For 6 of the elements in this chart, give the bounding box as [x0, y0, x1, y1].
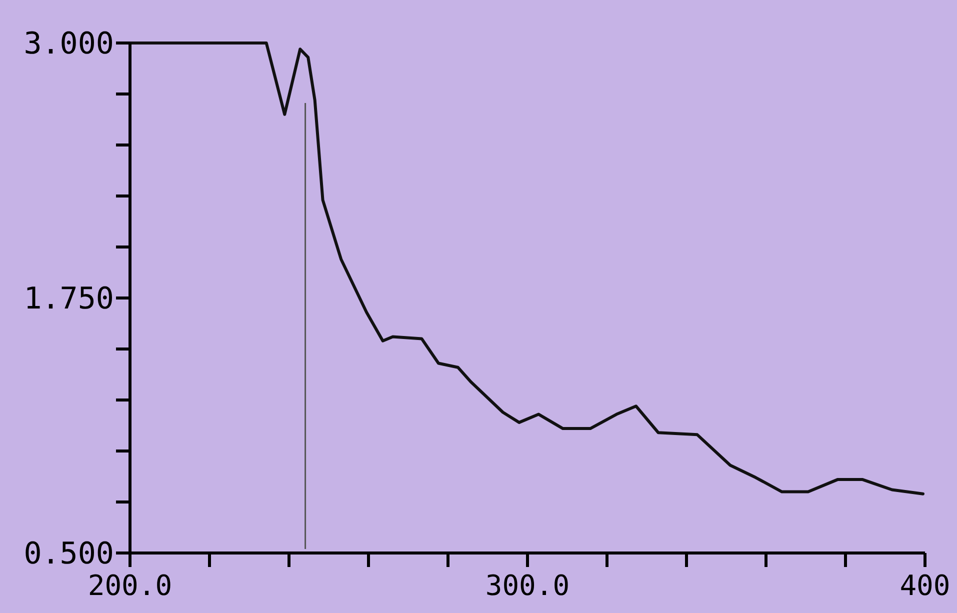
x-tick-label: 400: [900, 569, 950, 602]
y-tick-label: 0.500: [24, 536, 114, 572]
x-tick-label: 300.0: [485, 569, 570, 602]
x-tick-label: 200.0: [88, 569, 172, 602]
y-tick-label: 1.750: [24, 282, 114, 316]
y-tick-label: 3.000: [24, 26, 114, 62]
